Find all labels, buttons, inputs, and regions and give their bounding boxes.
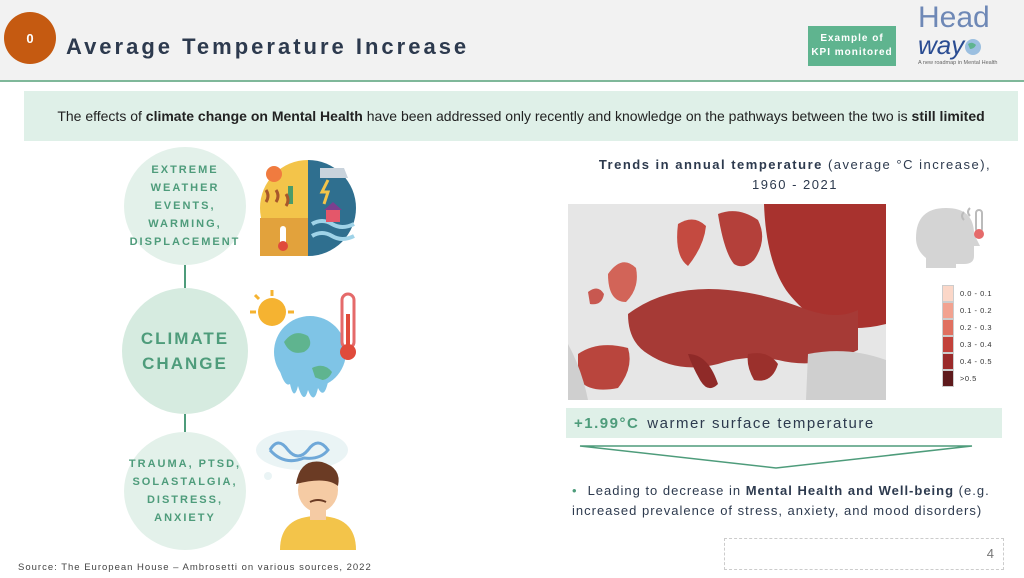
legend-label: 0.3 - 0.4 <box>960 340 993 349</box>
warming-value: +1.99°C <box>574 414 640 432</box>
legend-swatch <box>942 319 954 336</box>
page-number-box <box>724 538 1004 570</box>
legend-swatch <box>942 370 954 387</box>
logo-tagline: A new roadmap in Mental Health <box>918 60 998 66</box>
circle-trauma: TRAUMA, PTSD, SOLASTALGIA, DISTRESS, ANXIET… <box>124 432 246 550</box>
warming-highlight: +1.99°C warmer surface temperature <box>566 408 1002 438</box>
warming-text: warmer surface temperature <box>647 414 875 432</box>
connector-line-top <box>184 265 186 288</box>
bullet-dot: • <box>572 483 578 498</box>
legend-item: >0.5 <box>942 370 992 387</box>
legend-item: 0.0 - 0.1 <box>942 285 992 302</box>
legend-item: 0.3 - 0.4 <box>942 336 992 353</box>
legend-swatch <box>942 336 954 353</box>
kpi-label-line1: Example of <box>820 33 884 44</box>
legend-swatch <box>942 285 954 302</box>
extreme-weather-icon <box>260 160 356 256</box>
source-note: Source: The European House – Ambrosetti … <box>18 562 372 573</box>
legend-label: 0.0 - 0.1 <box>960 289 993 298</box>
kpi-label-box: Example of KPI monitored <box>808 26 896 66</box>
legend-swatch <box>942 353 954 370</box>
kpi-label-line2: KPI monitored <box>811 47 893 58</box>
page-number: 4 <box>986 546 994 561</box>
head-thermometer-icon <box>916 207 984 268</box>
chart-title: Trends in annual temperature (average °C… <box>598 157 992 192</box>
europe-temperature-map <box>568 204 886 400</box>
header-divider <box>0 80 1024 82</box>
logo-text-top: Head <box>918 1 990 34</box>
legend-label: 0.1 - 0.2 <box>960 306 993 315</box>
intro-text: The effects of climate change on Mental … <box>57 108 985 124</box>
legend-item: 0.4 - 0.5 <box>942 353 992 370</box>
circle-climate-change: CLIMATE CHANGE <box>122 288 248 414</box>
circle-extreme-weather: EXTREME WEATHER EVENTS, WARMING, DISPLACEMEN… <box>124 147 246 265</box>
legend-item: 0.2 - 0.3 <box>942 319 992 336</box>
melting-earth-icon <box>250 290 356 398</box>
headway-logo: Head way A new roadmap in Mental Health <box>918 1 1018 78</box>
bullet-effect: • Leading to decrease in Mental Health an… <box>572 483 990 518</box>
connector-line-bottom <box>184 414 186 432</box>
globe-head-icon <box>965 39 982 55</box>
page-title: Average Temperature Increase <box>66 34 470 59</box>
section-badge: 0 <box>4 12 56 64</box>
legend-swatch <box>942 302 954 319</box>
legend-item: 0.1 - 0.2 <box>942 302 992 319</box>
legend-label: 0.4 - 0.5 <box>960 357 993 366</box>
down-arrow-shape <box>579 445 973 469</box>
distressed-person-icon <box>256 430 356 550</box>
map-legend: 0.0 - 0.1 0.1 - 0.2 0.2 - 0.3 0.3 - 0.4 … <box>942 285 992 387</box>
logo-text-bottom: way <box>918 32 1018 58</box>
intro-banner: The effects of climate change on Mental … <box>24 91 1018 141</box>
legend-label: >0.5 <box>960 374 977 383</box>
legend-label: 0.2 - 0.3 <box>960 323 993 332</box>
